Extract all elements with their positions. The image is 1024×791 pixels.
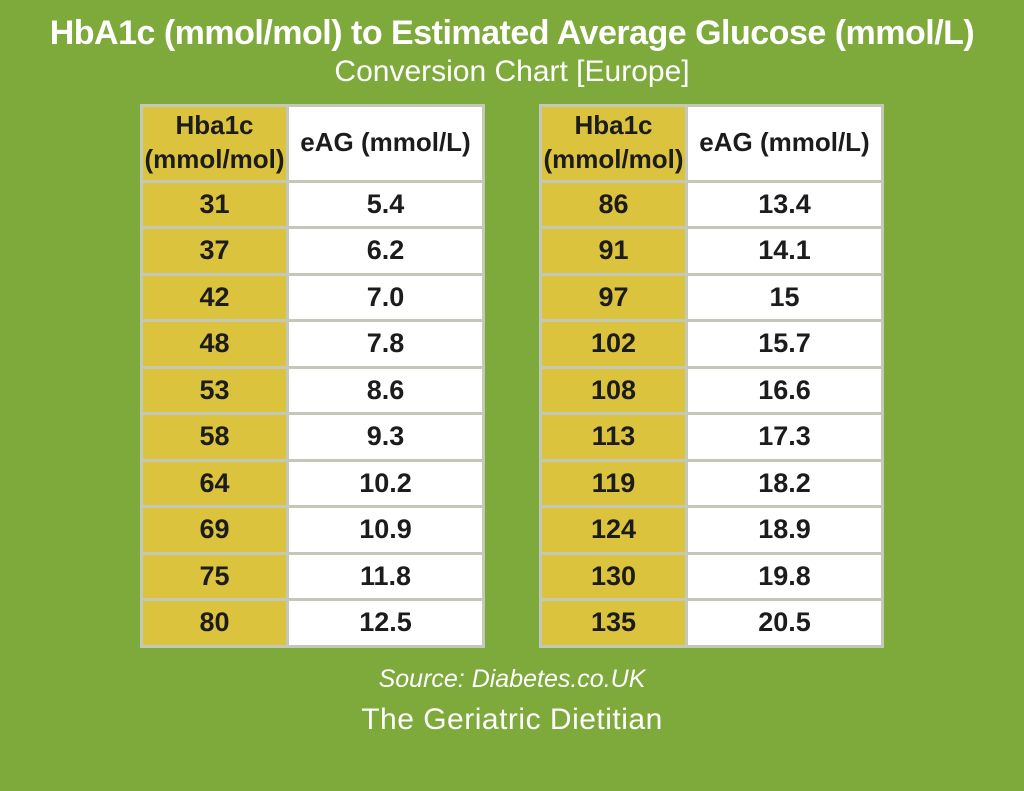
table-header: Hba1c (mmol/mol) eAG (mmol/L) [140,103,485,183]
eag-value-cell: 6.2 [286,226,485,276]
eag-value-cell: 10.2 [286,458,485,509]
hba1c-value-cell: 108 [539,365,688,416]
eag-value-cell: 9.3 [286,412,485,462]
table-row: 119 18.2 [539,458,884,509]
tables-container: Hba1c (mmol/mol) eAG (mmol/L) 31 5.4 37 6.2… [140,103,884,648]
hba1c-value-cell: 130 [539,551,688,602]
table-header: Hba1c (mmol/mol) eAG (mmol/L) [539,103,884,183]
eag-value-cell: 15.7 [685,319,884,369]
table-row: 102 15.7 [539,319,884,369]
table-row: 91 14.1 [539,226,884,276]
hba1c-value-cell: 69 [140,505,289,555]
hba1c-column-header: Hba1c (mmol/mol) [140,103,289,183]
eag-value-cell: 10.9 [286,505,485,555]
hba1c-value-cell: 58 [140,412,289,462]
hba1c-value-cell: 113 [539,412,688,462]
table-row: 86 13.4 [539,179,884,230]
table-row: 58 9.3 [140,412,485,462]
hba1c-value-cell: 102 [539,319,688,369]
table-row: 75 11.8 [140,551,485,602]
hba1c-value-cell: 42 [140,272,289,323]
table-row: 42 7.0 [140,272,485,323]
hba1c-value-cell: 86 [539,179,688,230]
eag-value-cell: 5.4 [286,179,485,230]
chart-title: HbA1c (mmol/mol) to Estimated Average Gl… [49,14,975,52]
eag-value-cell: 18.9 [685,505,884,555]
eag-value-cell: 11.8 [286,551,485,602]
hba1c-column-header: Hba1c (mmol/mol) [539,103,688,183]
eag-value-cell: 16.6 [685,365,884,416]
table-row: 135 20.5 [539,598,884,648]
hba1c-value-cell: 75 [140,551,289,602]
table-row: 64 10.2 [140,458,485,509]
hba1c-value-cell: 91 [539,226,688,276]
header-row: Hba1c (mmol/mol) eAG (mmol/L) [140,103,485,183]
table-row: 80 12.5 [140,598,485,648]
eag-value-cell: 17.3 [685,412,884,462]
conversion-table-right: Hba1c (mmol/mol) eAG (mmol/L) 86 13.4 91 14… [539,103,884,648]
hba1c-value-cell: 124 [539,505,688,555]
eag-value-cell: 7.0 [286,272,485,323]
table-row: 53 8.6 [140,365,485,416]
eag-value-cell: 15 [685,272,884,323]
hba1c-value-cell: 31 [140,179,289,230]
hba1c-value-cell: 53 [140,365,289,416]
table-row: 37 6.2 [140,226,485,276]
table-body: 86 13.4 91 14.1 97 15 102 15.7 108 16.6 113 17.3 119… [539,179,884,648]
table-row: 113 17.3 [539,412,884,462]
hba1c-value-cell: 37 [140,226,289,276]
table-row: 48 7.8 [140,319,485,369]
header-row: Hba1c (mmol/mol) eAG (mmol/L) [539,103,884,183]
hba1c-value-cell: 64 [140,458,289,509]
hba1c-value-cell: 119 [539,458,688,509]
conversion-table-left: Hba1c (mmol/mol) eAG (mmol/L) 31 5.4 37 6.2… [140,103,485,648]
brand-name: The Geriatric Dietitian [361,702,663,736]
hba1c-value-cell: 80 [140,598,289,648]
table-row: 130 19.8 [539,551,884,602]
hba1c-value-cell: 135 [539,598,688,648]
table-row: 31 5.4 [140,179,485,230]
eag-value-cell: 20.5 [685,598,884,648]
eag-value-cell: 7.8 [286,319,485,369]
table-row: 97 15 [539,272,884,323]
hba1c-value-cell: 97 [539,272,688,323]
table-row: 69 10.9 [140,505,485,555]
eag-column-header: eAG (mmol/L) [286,103,485,183]
table-row: 124 18.9 [539,505,884,555]
hba1c-value-cell: 48 [140,319,289,369]
chart-subtitle: Conversion Chart [Europe] [334,55,690,89]
eag-value-cell: 18.2 [685,458,884,509]
eag-value-cell: 12.5 [286,598,485,648]
table-body: 31 5.4 37 6.2 42 7.0 48 7.8 53 8.6 58 9.3 64 10.2 69 10… [140,179,485,648]
source-attribution: Source: Diabetes.co.UK [378,664,646,693]
eag-value-cell: 14.1 [685,226,884,276]
table-row: 108 16.6 [539,365,884,416]
eag-value-cell: 19.8 [685,551,884,602]
eag-value-cell: 13.4 [685,179,884,230]
eag-column-header: eAG (mmol/L) [685,103,884,183]
eag-value-cell: 8.6 [286,365,485,416]
